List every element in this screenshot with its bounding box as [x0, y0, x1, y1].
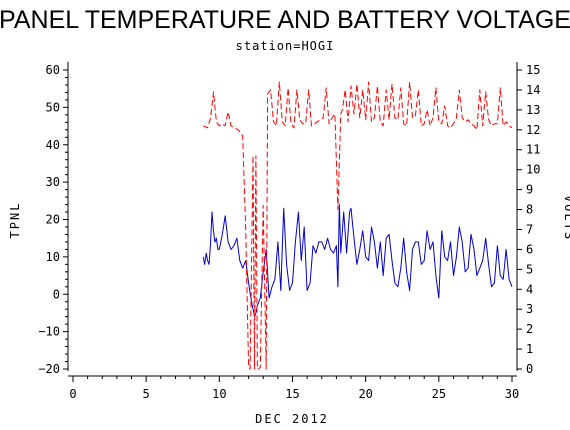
left-tick-label: −20 — [38, 362, 60, 376]
left-tick-label: 30 — [46, 175, 60, 189]
left-tick-label: 20 — [46, 213, 60, 227]
left-tick-label: 50 — [46, 100, 60, 114]
panel-temperature-line — [202, 204, 513, 318]
x-tick-label: 5 — [143, 387, 150, 401]
left-tick-label: 0 — [53, 287, 60, 301]
left-tick-label: 40 — [46, 138, 60, 152]
x-tick-label: 20 — [358, 387, 372, 401]
right-tick-label: 1 — [526, 342, 533, 356]
right-tick-label: 4 — [526, 282, 533, 296]
x-tick-label: 15 — [285, 387, 299, 401]
right-tick-label: 2 — [526, 322, 533, 336]
chart-subtitle: station=HOGI — [236, 39, 335, 53]
right-tick-label: 6 — [526, 242, 533, 256]
right-tick-label: 8 — [526, 203, 533, 217]
left-axis-label: TPNL — [8, 202, 22, 239]
series-layer — [202, 81, 513, 370]
left-axis-ticks: −20 −10 0 10 20 30 40 50 60 — [38, 63, 68, 376]
right-tick-label: 14 — [526, 83, 540, 97]
left-tick-label: 60 — [46, 63, 60, 77]
plot-frame — [67, 62, 518, 377]
chart-title: PANEL TEMPERATURE AND BATTERY VOLTAGE — [0, 6, 570, 34]
right-tick-label: 9 — [526, 183, 533, 197]
right-tick-label: 3 — [526, 302, 533, 316]
right-tick-label: 10 — [526, 163, 540, 177]
left-tick-label: −10 — [38, 325, 60, 339]
left-tick-label: 10 — [46, 250, 60, 264]
x-tick-label: 0 — [69, 387, 76, 401]
right-axis-label: VOLTS — [562, 195, 570, 241]
right-tick-label: 13 — [526, 103, 540, 117]
right-tick-label: 7 — [526, 222, 533, 236]
x-axis-ticks: 0 5 10 15 20 25 30 — [69, 376, 519, 401]
battery-voltage-line — [202, 81, 513, 370]
right-tick-label: 11 — [526, 143, 540, 157]
x-axis-label: DEC 2012 — [255, 412, 329, 426]
right-tick-label: 15 — [526, 63, 540, 77]
right-tick-label: 5 — [526, 262, 533, 276]
x-tick-label: 30 — [505, 387, 519, 401]
x-tick-label: 10 — [212, 387, 226, 401]
x-tick-label: 25 — [432, 387, 446, 401]
right-tick-label: 12 — [526, 123, 540, 137]
right-tick-label: 0 — [526, 362, 533, 376]
